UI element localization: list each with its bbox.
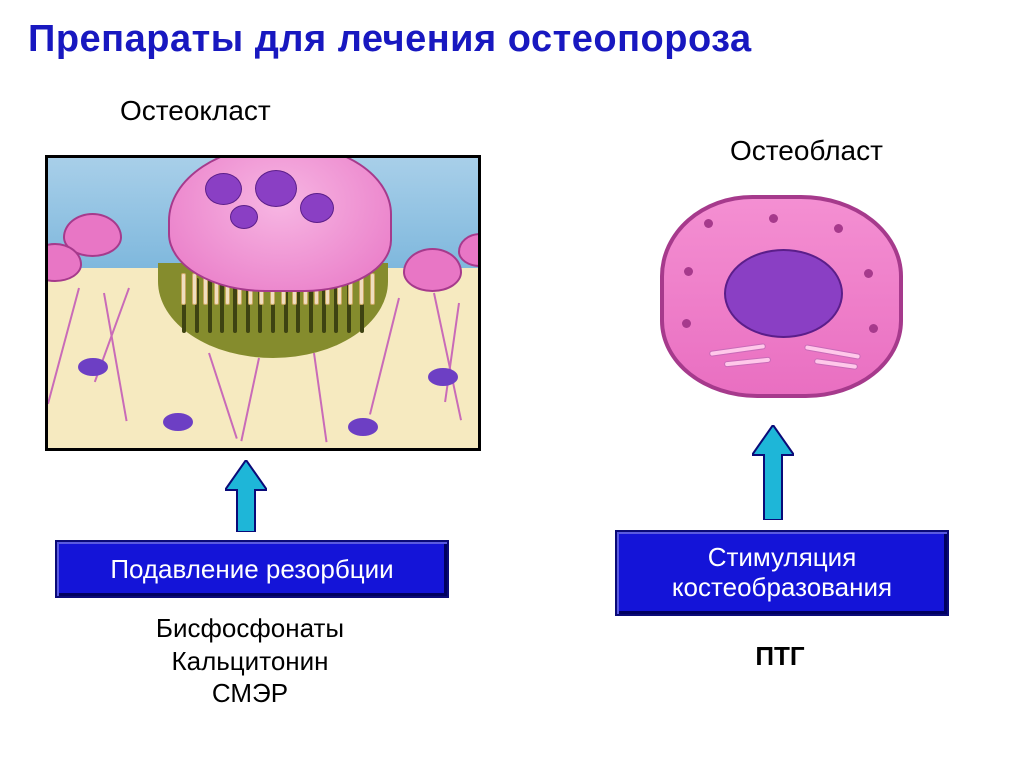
osteoblast-nucleus — [724, 249, 843, 338]
osteocyte — [428, 368, 458, 386]
granule-dot — [869, 324, 878, 333]
lining-cell — [403, 248, 462, 292]
bone-formation-box: Стимуляция костеобразования — [615, 530, 949, 616]
nucleus — [300, 193, 334, 223]
nucleus — [255, 170, 297, 207]
page-title: Препараты для лечения остеопороза — [28, 18, 752, 61]
arrow-up-icon — [225, 460, 267, 532]
osteoclast-cell — [168, 155, 392, 292]
nucleus — [230, 205, 258, 229]
granule-dot — [684, 267, 693, 276]
osteoblast-label: Остеобласт — [730, 135, 883, 167]
osteocyte — [78, 358, 108, 376]
granule-dot — [769, 214, 778, 223]
drug-list-right: ПТГ — [740, 640, 820, 673]
box-right-text: Стимуляция костеобразования — [627, 543, 937, 603]
osteoblast-cell — [660, 195, 903, 398]
nucleus — [205, 173, 242, 205]
osteocyte — [163, 413, 193, 431]
granule-dot — [834, 224, 843, 233]
granule-dot — [864, 269, 873, 278]
er-line — [804, 344, 861, 360]
granule-dot — [682, 319, 691, 328]
osteocyte — [348, 418, 378, 436]
box-left-text: Подавление резорбции — [110, 554, 393, 585]
drug-list-left: Бисфосфонаты Кальцитонин СМЭР — [140, 612, 360, 710]
er-line — [724, 357, 771, 368]
granule-dot — [704, 219, 713, 228]
er-line — [709, 343, 766, 357]
osteoclast-label: Остеокласт — [120, 95, 271, 127]
er-line — [814, 358, 858, 370]
resorption-suppress-box: Подавление резорбции — [55, 540, 449, 598]
osteoclast-illustration — [45, 155, 481, 451]
arrow-up-icon — [752, 425, 794, 520]
